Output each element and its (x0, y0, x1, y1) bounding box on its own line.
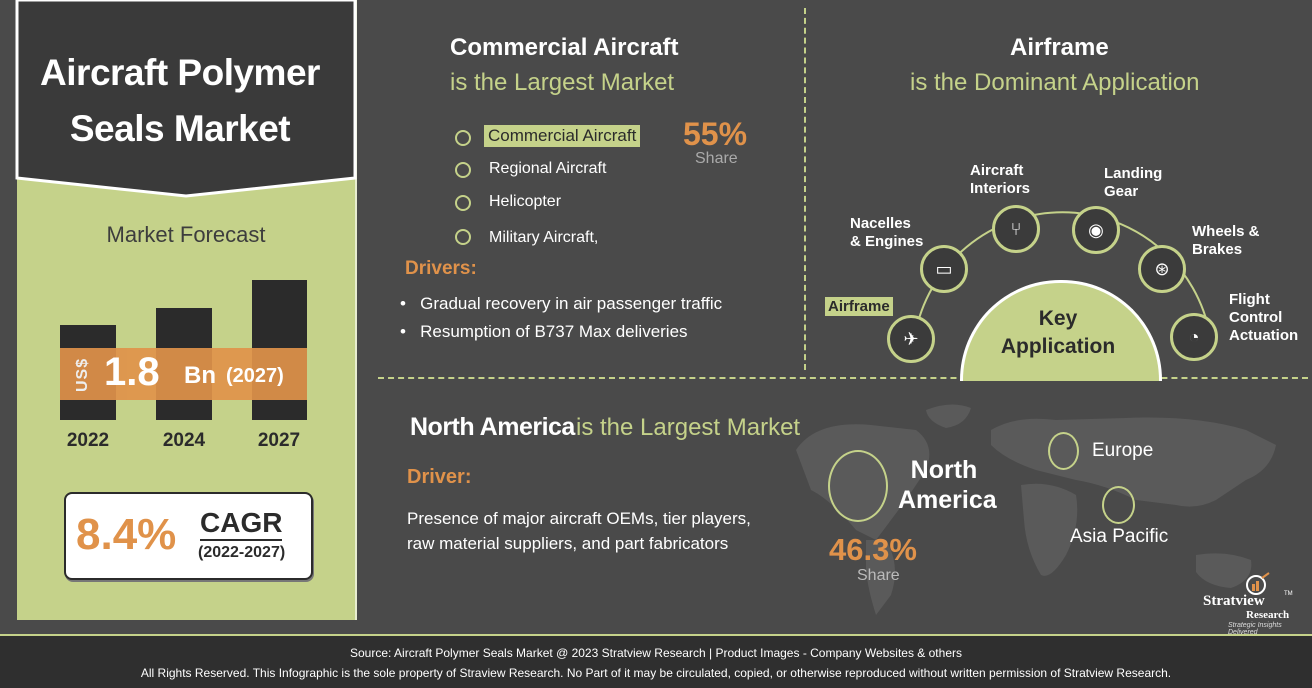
forecast-value: 1.8 (104, 350, 160, 394)
footer (0, 634, 1312, 688)
driver-text: Resumption of B737 Max deliveries (420, 322, 688, 341)
application-subtitle: is the Dominant Application (910, 69, 1200, 96)
engine-icon: ▭ (920, 245, 968, 293)
stratview-logo-icon (1246, 572, 1270, 595)
label-line: Interiors (970, 180, 1031, 197)
forecast-value-band: US$ (60, 348, 307, 400)
footer-source: Source: Aircraft Polymer Seals Market @ … (350, 646, 962, 660)
year-label: 2024 (162, 430, 206, 451)
label-line: Landing (1104, 165, 1163, 182)
application-label-flight-control: Flight Control Actuation (1229, 291, 1298, 345)
region-driver-text: Presence of major aircraft OEMs, tier pl… (407, 509, 751, 553)
driver-text: Gradual recovery in air passenger traffi… (420, 294, 723, 313)
application-label-interiors: Aircraft Interiors (970, 162, 1030, 198)
segment-item: Regional Aircraft (489, 160, 607, 177)
seats-icon: ⑂ (992, 205, 1040, 253)
logo-trademark: TM (1284, 591, 1293, 597)
application-label-wheels: Wheels & Brakes (1192, 223, 1260, 259)
year-label: 2022 (66, 430, 110, 451)
year-label: 2027 (257, 430, 301, 451)
cagr-box (64, 492, 313, 580)
north-america-share-label: Share (857, 567, 900, 584)
title-line-2: Seals Market (69, 108, 291, 149)
key-application-line-2: Application (1000, 335, 1116, 358)
north-america-ring (828, 450, 888, 522)
label-line: Wheels & (1192, 223, 1260, 240)
asia-pacific-label: Asia Pacific (1070, 526, 1169, 547)
label-line: Nacelles (850, 215, 911, 232)
application-label-airframe: Airframe (825, 297, 893, 316)
logo-tagline: Strategic Insights Delivered (1228, 622, 1282, 636)
bullet-circle-icon (455, 162, 471, 178)
segment-subtitle: is the Largest Market (450, 69, 675, 96)
segment-title: Commercial Aircraft (450, 34, 679, 61)
label-line: Control (1229, 309, 1283, 326)
label-line: Aircraft (970, 162, 1024, 179)
label-line: North (910, 456, 978, 484)
europe-label: Europe (1092, 440, 1154, 461)
north-america-label: North America (898, 455, 997, 515)
cagr-label: CAGR (200, 507, 283, 541)
cagr-value: 8.4% (76, 510, 177, 559)
label-line: Gear (1104, 183, 1139, 200)
cagr-period: (2022-2027) (198, 544, 286, 561)
bullet-circle-icon (455, 130, 471, 146)
key-application-label: Key Application (960, 305, 1156, 361)
application-title: Airframe (1010, 34, 1109, 61)
europe-ring (1048, 432, 1079, 470)
north-america-share-value: 46.3% (829, 532, 917, 567)
application-label-nacelles: Nacelles & Engines (850, 215, 923, 251)
label-line: America (898, 486, 997, 514)
forecast-heading: Market Forecast (106, 222, 266, 247)
segment-item-highlight: Commercial Aircraft (484, 125, 641, 147)
drivers-title: Drivers: (405, 258, 477, 279)
footer-rights: All Rights Reserved. This Infographic is… (140, 666, 1172, 680)
label-line: Flight (1229, 291, 1270, 308)
segment-share-value: 55% (683, 116, 748, 152)
label-line: Actuation (1229, 327, 1299, 344)
wheel-brake-icon: ⊛ (1138, 245, 1186, 293)
forecast-year-note: (2027) (226, 365, 284, 387)
bullet-circle-icon (455, 195, 471, 211)
page-title: Aircraft Polymer Seals Market (20, 45, 340, 157)
segment-item: Military Aircraft, (489, 229, 599, 246)
vertical-divider (804, 8, 806, 370)
application-label-landing-gear: Landing Gear (1104, 165, 1162, 201)
label-line: Brakes (1192, 241, 1243, 258)
landing-gear-icon: ◉ (1072, 206, 1120, 254)
horizontal-divider (378, 377, 1308, 379)
forecast-unit: Bn (184, 362, 216, 389)
airplane-icon: ✈ (887, 315, 935, 363)
logo-sub: Research (1246, 609, 1290, 621)
title-banner (15, 0, 357, 198)
logo-name: Stratview (1203, 593, 1265, 609)
forecast-currency: US$ (74, 357, 91, 392)
label-line: & Engines (850, 233, 924, 250)
driver-item: • Gradual recovery in air passenger traf… (400, 294, 723, 313)
key-application-line-1: Key (1038, 307, 1078, 330)
region-driver-title: Driver: (407, 466, 472, 488)
segment-share-label: Share (695, 150, 738, 167)
region-title-bold: North America (410, 413, 575, 441)
segment-item: Helicopter (489, 193, 562, 210)
flight-control-icon: ◔ (1170, 313, 1218, 361)
bullet-circle-icon (455, 229, 471, 245)
title-line-1: Aircraft Polymer (40, 52, 320, 93)
region-title-rest: is the Largest Market (576, 414, 801, 441)
asia-pacific-ring (1102, 486, 1135, 524)
driver-item: • Resumption of B737 Max deliveries (400, 322, 688, 341)
